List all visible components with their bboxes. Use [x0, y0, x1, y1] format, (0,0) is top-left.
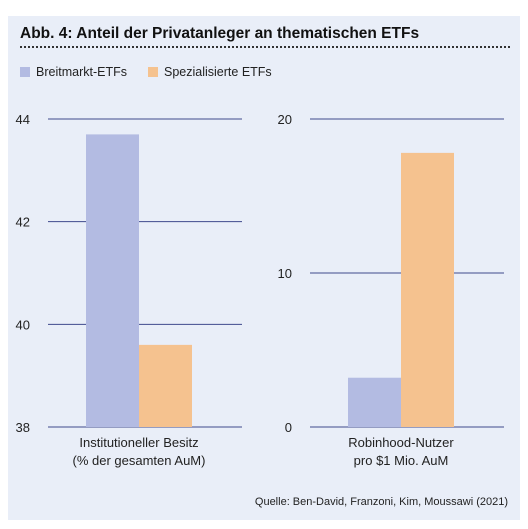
chart-title: Abb. 4: Anteil der Privatanleger an them… — [20, 25, 420, 42]
x-category-label-panel2-line1: Robinhood-Nutzer — [348, 435, 454, 450]
x-category-label-panel1-line2: (% der gesamten AuM) — [73, 453, 206, 468]
source-note: Quelle: Ben-David, Franzoni, Kim, Moussa… — [254, 496, 508, 508]
bar-panel2-spezialisiert — [401, 152, 454, 427]
legend-item-spezialisiert: Spezialisierte ETFs — [148, 64, 272, 80]
y-tick-label-panel1-40: 40 — [16, 317, 30, 332]
bar-panel2-breitmarkt — [348, 377, 401, 427]
bar-panel1-breitmarkt — [86, 134, 139, 427]
figure-panel: Abb. 4: Anteil der Privatanleger an them… — [8, 16, 520, 520]
bar-panel1-spezialisiert — [139, 344, 192, 427]
y-tick-label-panel2-20: 20 — [278, 112, 292, 127]
legend-swatch-breitmarkt — [20, 67, 30, 77]
x-category-label-panel1-line1: Institutioneller Besitz — [79, 435, 198, 450]
legend-label-spezialisiert: Spezialisierte ETFs — [164, 65, 272, 79]
y-tick-label-panel2-10: 10 — [278, 266, 292, 281]
legend-swatch-spezialisiert — [148, 67, 158, 77]
y-tick-label-panel2-0: 0 — [285, 420, 292, 435]
y-tick-label-panel1-38: 38 — [16, 420, 30, 435]
title-divider — [20, 46, 510, 48]
legend-label-breitmarkt: Breitmarkt-ETFs — [36, 65, 127, 79]
y-tick-label-panel1-44: 44 — [16, 112, 30, 127]
chart-area: 38 40 42 44 Institutioneller Besitz (% der ge… — [16, 112, 504, 468]
y-tick-label-panel1-42: 42 — [16, 215, 30, 230]
x-category-label-panel2-line2: pro $1 Mio. AuM — [354, 453, 449, 468]
legend-item-breitmarkt: Breitmarkt-ETFs — [20, 64, 127, 80]
